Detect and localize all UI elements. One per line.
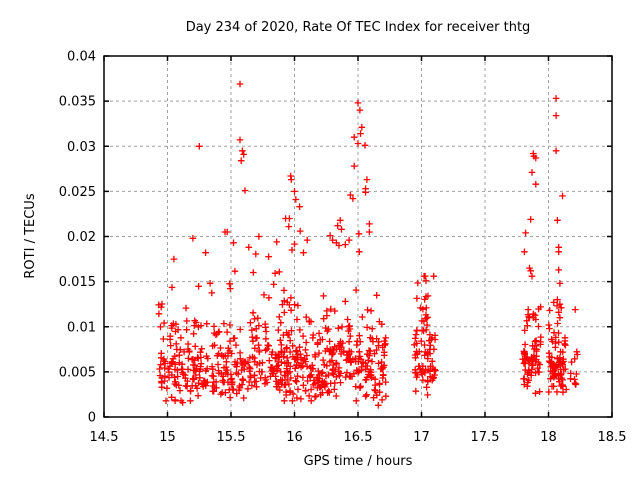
x-tick-label: 16 (286, 430, 303, 445)
x-tick-label: 18.5 (598, 430, 627, 445)
x-axis-label: GPS time / hours (304, 454, 413, 469)
x-tick-label: 15.5 (217, 430, 246, 445)
y-tick-label: 0.025 (59, 185, 96, 200)
y-tick-labels: 0 0.005 0.01 0.015 0.02 0.025 0.03 0.035… (59, 50, 96, 426)
x-tick-label: 15 (159, 430, 176, 445)
x-tick-label: 18 (540, 430, 557, 445)
y-axis-label: ROTI / TECUs (23, 193, 38, 278)
x-tick-label: 17 (413, 430, 430, 445)
y-tick-label: 0.02 (67, 230, 96, 245)
y-tick-label: 0.015 (59, 275, 96, 290)
y-tick-label: 0.005 (59, 365, 96, 380)
y-tick-label: 0.03 (67, 140, 96, 155)
x-tick-label: 16.5 (344, 430, 373, 445)
x-tick-labels: 14.5 15 15.5 16 16.5 17 17.5 18 18.5 (90, 430, 627, 445)
axis-ticks (103, 55, 613, 418)
y-tick-label: 0.01 (67, 320, 96, 335)
chart-title: Day 234 of 2020, Rate Of TEC Index for r… (186, 20, 531, 35)
y-tick-label: 0.04 (67, 50, 96, 65)
x-tick-label: 14.5 (90, 430, 119, 445)
y-tick-label: 0 (88, 411, 96, 426)
data-points (155, 80, 581, 409)
x-tick-label: 17.5 (471, 430, 500, 445)
y-tick-label: 0.035 (59, 95, 96, 110)
